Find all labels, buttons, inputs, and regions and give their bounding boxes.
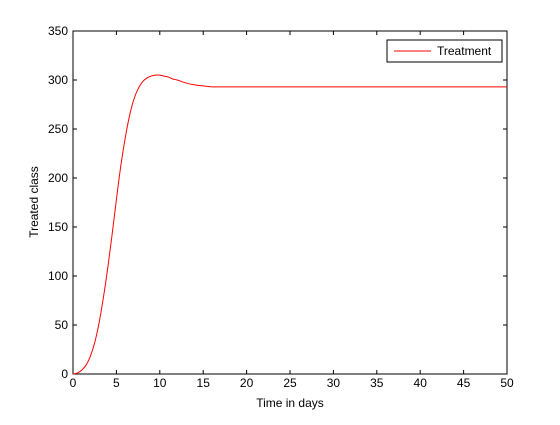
x-tick-label: 45 <box>457 376 471 390</box>
y-tick-label: 350 <box>48 24 68 38</box>
y-axis-ticks: 0 50 100 150 200 250 300 350 <box>48 24 507 381</box>
y-tick-label: 0 <box>61 367 68 381</box>
x-axis-ticks: 0 5 10 15 20 25 30 35 40 45 50 <box>70 31 514 390</box>
legend-label-treatment: Treatment <box>437 44 492 58</box>
x-tick-label: 0 <box>70 376 77 390</box>
plot-area <box>72 30 508 375</box>
x-tick-label: 5 <box>113 376 120 390</box>
y-tick-label: 200 <box>48 171 68 185</box>
y-tick-label: 250 <box>48 122 68 136</box>
x-tick-label: 25 <box>283 376 297 390</box>
x-tick-label: 20 <box>240 376 254 390</box>
x-axis-label: Time in days <box>256 396 324 410</box>
y-tick-label: 100 <box>48 269 68 283</box>
x-tick-label: 50 <box>500 376 514 390</box>
series-line-treatment <box>72 74 507 375</box>
x-tick-label: 35 <box>370 376 384 390</box>
series-layer <box>72 74 507 375</box>
y-tick-label: 300 <box>48 73 68 87</box>
x-tick-label: 10 <box>153 376 167 390</box>
x-tick-label: 30 <box>327 376 341 390</box>
legend-box <box>386 39 503 63</box>
x-tick-label: 40 <box>414 376 428 390</box>
legend: Treatment <box>386 39 503 63</box>
y-axis-label: Treated class <box>27 166 41 238</box>
x-tick-label: 15 <box>197 376 211 390</box>
y-tick-label: 150 <box>48 220 68 234</box>
y-tick-label: 50 <box>55 318 69 332</box>
